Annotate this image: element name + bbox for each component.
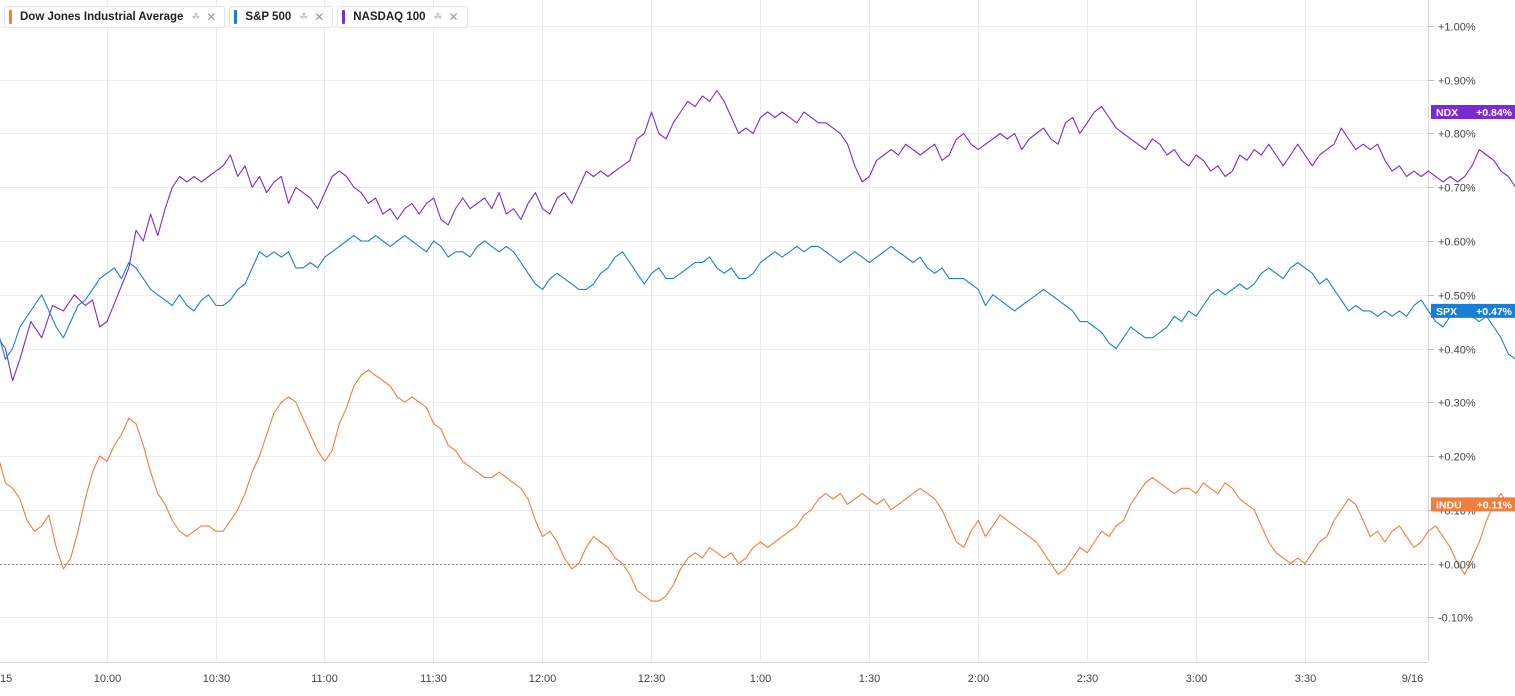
x-tick-label: 2:00: [968, 673, 989, 685]
x-tick-label: 2:30: [1077, 673, 1098, 685]
close-icon[interactable]: ✕: [314, 10, 325, 24]
x-tick-label: 1:30: [859, 673, 880, 685]
x-tick-label: 12:30: [638, 673, 666, 685]
y-tick-label: +0.60%: [1438, 237, 1476, 249]
legend-chip-dow[interactable]: Dow Jones Industrial Average ☘ ✕: [4, 6, 226, 28]
value-tag-ndx: [1431, 105, 1515, 119]
value-tag-value: +0.11%: [1477, 499, 1513, 511]
legend-swatch-dow: [9, 10, 12, 24]
x-tick-label: 9/16: [1402, 673, 1423, 685]
legend-label-nasdaq: NASDAQ 100: [353, 11, 426, 23]
y-axis-ticks: +1.00% +0.90% +0.80% +0.70% +0.60% +0.50% +0.4…: [1428, 22, 1476, 625]
x-tick-label: 10:30: [203, 673, 231, 685]
y-tick-label: +0.70%: [1438, 183, 1476, 195]
paint-bucket-icon[interactable]: ☘: [191, 11, 201, 23]
x-tick-label: 11:30: [420, 673, 447, 685]
legend-label-sp500: S&P 500: [245, 11, 292, 23]
legend-chip-nasdaq[interactable]: NASDAQ 100 ☘ ✕: [337, 6, 468, 28]
y-tick-label: +0.30%: [1438, 398, 1476, 410]
close-icon[interactable]: ✕: [206, 10, 217, 24]
series-line-ndx: [0, 89, 1515, 382]
value-tag-name: NDX: [1436, 107, 1458, 119]
value-tag-indu: [1431, 497, 1515, 512]
y-tick-label: +0.90%: [1438, 76, 1476, 88]
value-tag-value: +0.84%: [1476, 107, 1513, 119]
value-tag-spx: [1431, 303, 1515, 318]
gridlines: [0, 0, 1428, 662]
series-line-indu: [0, 369, 1515, 602]
value-tag-name: SPX: [1436, 306, 1457, 318]
y-tick-label: +0.40%: [1438, 345, 1476, 357]
last-value-tags: NDX +0.84% SPX +0.47% INDU +0.11%: [1431, 105, 1515, 512]
y-tick-label: +0.20%: [1438, 452, 1476, 464]
x-tick-label: 3:30: [1295, 673, 1316, 685]
legend: Dow Jones Industrial Average ☘ ✕ S&P 500…: [4, 6, 468, 28]
y-tick-label: +0.50%: [1438, 291, 1476, 303]
y-tick-label: +1.00%: [1438, 22, 1476, 34]
x-axis-ticks: 15 10:00 10:30 11:00 11:30 12:00 12:30 1:00 1:30…: [0, 673, 1423, 685]
paint-bucket-icon[interactable]: ☘: [299, 11, 309, 23]
series-line-spx: [0, 235, 1515, 360]
y-tick-label: +0.80%: [1438, 129, 1476, 141]
x-tick-label: 15: [0, 673, 12, 685]
value-tag-value: +0.47%: [1476, 306, 1513, 318]
value-tag-name: INDU: [1436, 499, 1462, 511]
x-tick-label: 12:00: [529, 673, 557, 685]
x-tick-label: 11:00: [311, 673, 338, 685]
y-tick-label: +0.00%: [1438, 560, 1476, 572]
legend-swatch-nasdaq: [342, 10, 346, 24]
series-lines: [0, 89, 1515, 602]
x-tick-label: 1:00: [750, 673, 771, 685]
legend-chip-sp500[interactable]: S&P 500 ☘ ✕: [229, 6, 334, 28]
close-icon[interactable]: ✕: [448, 10, 459, 24]
x-tick-label: 3:00: [1186, 673, 1207, 685]
y-tick-label: -0.10%: [1438, 613, 1473, 625]
legend-label-dow: Dow Jones Industrial Average: [20, 11, 184, 23]
legend-swatch-sp500: [234, 10, 238, 24]
x-tick-label: 10:00: [94, 673, 122, 685]
paint-bucket-icon[interactable]: ☘: [433, 11, 443, 23]
